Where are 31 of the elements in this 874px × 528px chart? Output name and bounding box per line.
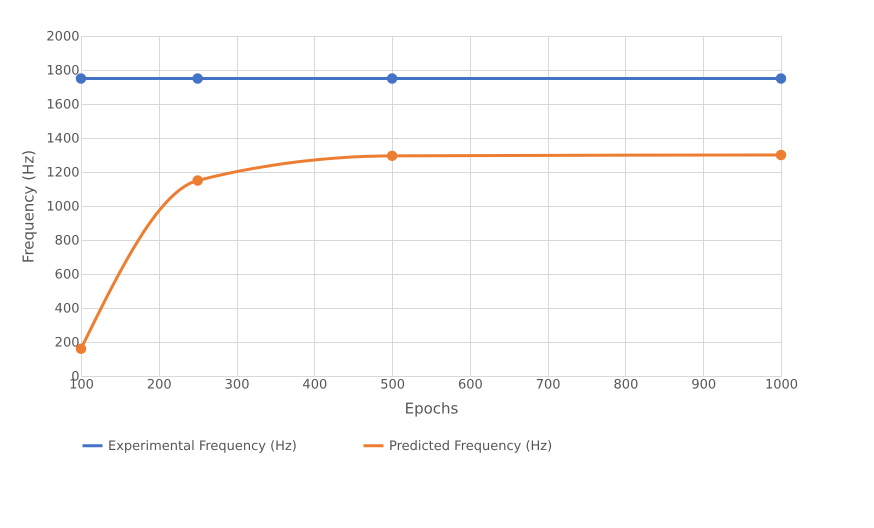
point [76, 73, 86, 84]
legend-label: Experimental Frequency (Hz) [108, 438, 297, 454]
x-tick-label: 1000 [764, 378, 798, 392]
x-tick-label: 400 [302, 378, 328, 392]
x-tick-label: 600 [458, 378, 483, 392]
y-tick-label: 800 [54, 234, 80, 248]
x-tick-label: 900 [691, 378, 716, 392]
x-tick-label: 700 [536, 378, 561, 392]
y-tick-label: 1400 [46, 132, 80, 146]
y-tick-label: 1600 [46, 98, 80, 112]
point [776, 150, 786, 160]
legend-label: Predicted Frequency (Hz) [389, 438, 552, 454]
x-tick-label: 100 [69, 378, 94, 392]
x-tick-label: 200 [146, 378, 172, 392]
point [192, 73, 203, 84]
point [386, 73, 398, 84]
y-tick-label: 600 [54, 268, 80, 282]
x-tick-label: 800 [614, 378, 638, 392]
x-axis-title: Epochs [404, 400, 459, 418]
point [386, 150, 398, 162]
y-tick-label: 200 [54, 336, 80, 350]
y-axis-title: Frequency (Hz) [19, 150, 38, 264]
x-tick-label: 300 [224, 378, 250, 392]
x-tick-label: 500 [380, 378, 406, 392]
y-tick-label: 1800 [46, 64, 80, 78]
y-tick-label: 400 [54, 302, 80, 316]
y-tick-label: 1000 [46, 200, 80, 214]
y-tick-label: 2000 [46, 30, 80, 44]
point [192, 175, 203, 186]
y-tick-label: 1200 [46, 166, 80, 180]
point [776, 73, 786, 84]
